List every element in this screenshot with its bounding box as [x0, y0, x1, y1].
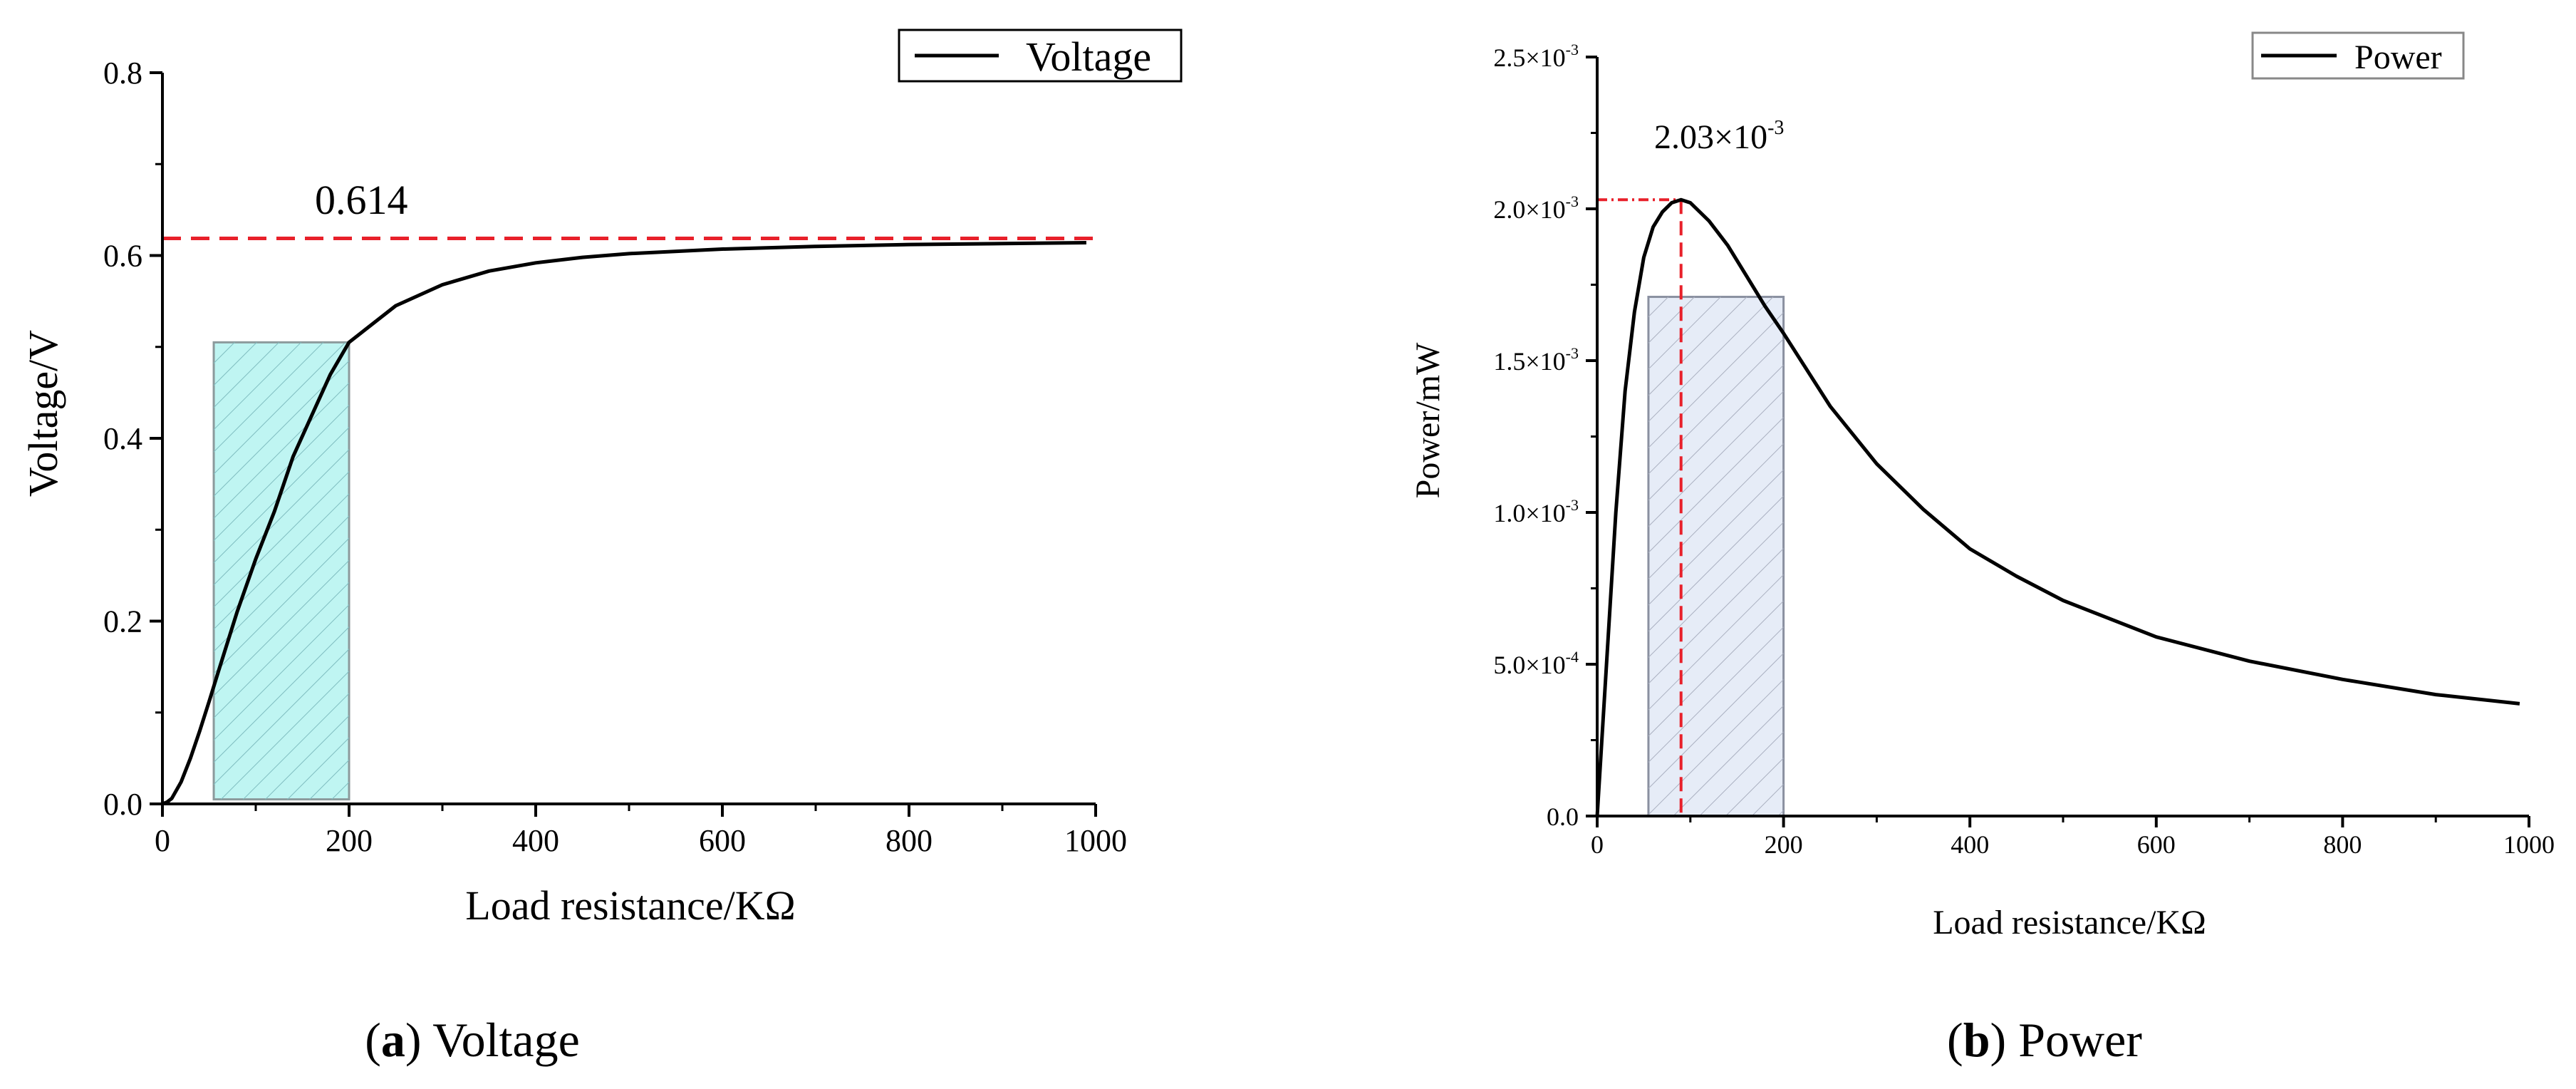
voltage-y-tick-label: 0.6: [103, 239, 142, 274]
power-peak-label: 2.03×10-3: [1654, 117, 1784, 156]
power-shaded-region-hatch: [1648, 296, 1784, 816]
power-peak-label-mantissa: 2.03×10: [1654, 118, 1767, 156]
voltage-series-line: [162, 241, 1086, 806]
voltage-caption-text: Voltage: [422, 1013, 580, 1067]
power-y-tick-label: 2.0×10-3: [1493, 192, 1579, 224]
power-x-tick-label: 600: [2137, 830, 2176, 859]
power-y-axis-label: Power/mW: [1409, 342, 1447, 498]
voltage-x-tick-label: 400: [512, 823, 559, 858]
power-x-axis-label: Load resistance/KΩ: [1933, 904, 2206, 941]
voltage-x-tick-label: 200: [326, 823, 373, 858]
power-x-tick-label: 1000: [2503, 830, 2555, 859]
power-series-line: [1595, 197, 2520, 817]
power-y-tick-label: 2.5×10-3: [1493, 41, 1579, 72]
voltage-legend-label: Voltage: [1026, 33, 1151, 80]
voltage-chart: 0 200 400 600 800 1000 0.0 0.2 0.4 0.6 0.8 0.614 L…: [20, 29, 1183, 1067]
power-chart: 0 200 400 600 800 1000 0.0 5.0×10-4 1.0×10-3 1.5×…: [1409, 31, 2555, 1067]
power-y-tick-label: 1.5×10-3: [1493, 344, 1579, 376]
voltage-reference-label: 0.614: [315, 177, 408, 223]
power-legend: Power: [2251, 31, 2465, 80]
power-axes: 0 200 400 600 800 1000 0.0 5.0×10-4 1.0×10-3 1.5×…: [1493, 41, 2555, 859]
power-x-tick-label: 400: [1951, 830, 1989, 859]
power-y-tick-label: 5.0×10-4: [1493, 648, 1579, 679]
voltage-x-tick-label: 1000: [1064, 823, 1127, 858]
voltage-y-tick-label: 0.0: [103, 787, 142, 822]
voltage-shaded-region-hatch: [214, 342, 349, 800]
voltage-x-axis-label: Load resistance/KΩ: [465, 882, 795, 929]
power-peak-label-exponent: -3: [1767, 117, 1784, 139]
power-caption: (b) Power: [1947, 1013, 2142, 1067]
power-y-tick-label: 0.0: [1547, 802, 1579, 831]
voltage-caption-letter: a: [381, 1013, 405, 1067]
voltage-y-tick-label: 0.8: [103, 56, 142, 91]
power-caption-text: Power: [2006, 1013, 2142, 1067]
voltage-axes: 0 200 400 600 800 1000 0.0 0.2 0.4 0.6 0.8: [103, 56, 1127, 858]
power-legend-label: Power: [2354, 38, 2442, 76]
voltage-x-tick-label: 600: [699, 823, 746, 858]
voltage-y-tick-label: 0.4: [103, 421, 142, 456]
voltage-x-tick-label: 800: [886, 823, 933, 858]
power-x-tick-label: 200: [1765, 830, 1803, 859]
voltage-x-tick-label: 0: [155, 823, 170, 858]
power-x-tick-label: 800: [2323, 830, 2362, 859]
voltage-caption: (a) Voltage: [365, 1013, 580, 1067]
voltage-legend: Voltage: [898, 29, 1183, 83]
power-x-tick-label: 0: [1591, 830, 1604, 859]
power-y-tick-label: 1.0×10-3: [1493, 496, 1579, 527]
power-caption-letter: b: [1963, 1013, 1990, 1067]
voltage-y-axis-label: Voltage/V: [20, 330, 66, 497]
voltage-y-tick-label: 0.2: [103, 604, 142, 639]
